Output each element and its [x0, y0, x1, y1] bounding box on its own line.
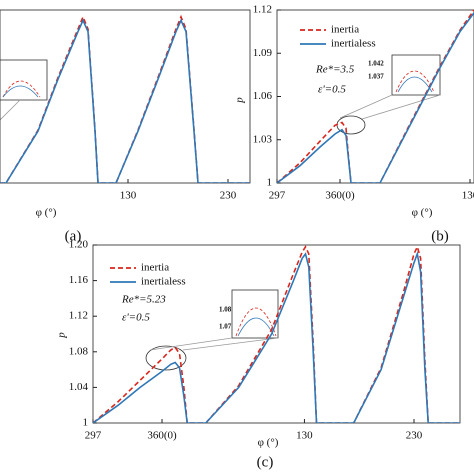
inset-connector	[149, 337, 233, 351]
caption: (c)	[257, 454, 274, 470]
y-tick-label: 1.12	[253, 4, 272, 16]
legend-label: inertia	[141, 262, 169, 274]
inset-tick-label: 1.037	[368, 73, 384, 81]
inset-box-b	[391, 54, 441, 96]
y-tick-label: 1.06	[253, 90, 273, 102]
inset-connector	[361, 94, 441, 120]
plot-frame	[92, 244, 461, 424]
y-tick-label: 1.20	[69, 239, 89, 251]
y-tick-label: 1.04	[69, 381, 89, 393]
inset-connector	[0, 99, 21, 121]
annotation: ε'=0.5	[318, 84, 346, 96]
x-tick-label: 230	[406, 430, 423, 442]
y-tick-label: 1.03	[253, 133, 273, 145]
legend-label: inertialess	[331, 38, 376, 50]
inset-tick-label: 1.07	[219, 323, 232, 331]
y-tick-label: 1	[267, 177, 273, 189]
y-tick-label: 1.12	[69, 310, 88, 322]
x-tick-label: 297	[269, 190, 286, 202]
x-tick-label: 130	[462, 190, 474, 202]
series-line	[277, 9, 474, 183]
annotation: Re*=3.5	[315, 64, 355, 76]
plot-frame	[0, 9, 251, 184]
inset-curve	[235, 307, 277, 337]
y-tick-label: 1.16	[69, 274, 89, 286]
annotation: Re*=5.23	[121, 294, 166, 306]
x-tick-label: 230	[220, 190, 237, 202]
inset-connector	[182, 337, 279, 351]
plot-frame	[276, 9, 474, 184]
series-line	[93, 244, 460, 423]
inset-circle	[336, 115, 366, 135]
inset-box-a	[0, 59, 48, 101]
inset-circle	[145, 345, 187, 371]
series-line	[277, 12, 474, 183]
inset-curve	[2, 80, 41, 98]
inset-connector	[339, 94, 393, 119]
x-tick-label: 360(0)	[325, 190, 355, 202]
caption: (a)	[65, 228, 82, 244]
inset-tick-label: 1.08	[219, 306, 232, 314]
inset-tick-label: 1.042	[368, 60, 384, 68]
y-tick-label: 1	[83, 417, 89, 429]
x-tick-label: 297	[85, 430, 102, 442]
x-axis-label: φ (°)	[36, 207, 57, 219]
series-line	[93, 250, 460, 423]
y-axis-label: p	[234, 97, 246, 104]
y-tick-label: 1.08	[69, 345, 89, 357]
y-tick-label: 1.09	[253, 47, 273, 59]
x-tick-label: 130	[296, 430, 313, 442]
x-tick-label: 130	[120, 190, 137, 202]
series-line	[0, 18, 250, 183]
x-axis-label: φ (°)	[258, 437, 279, 449]
x-axis-label: φ (°)	[412, 207, 433, 219]
annotation: ε'=0.5	[122, 312, 150, 324]
inset-curve	[2, 85, 39, 98]
legend-label: inertialess	[141, 276, 186, 288]
caption: (b)	[431, 228, 449, 244]
y-axis-label: p	[56, 332, 68, 339]
x-tick-label: 360(0)	[147, 430, 177, 442]
legend-label: inertia	[331, 24, 359, 36]
inset-curve	[237, 317, 275, 337]
